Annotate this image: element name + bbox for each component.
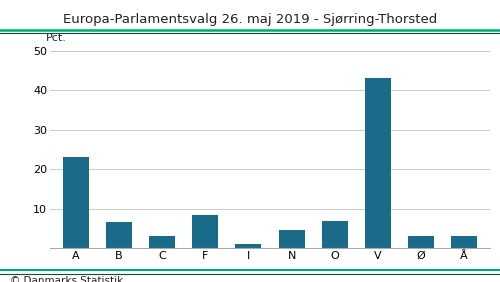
Bar [451, 236, 477, 248]
Bar [365, 78, 391, 248]
Bar [278, 230, 304, 248]
Bar [63, 157, 89, 248]
Text: Europa-Parlamentsvalg 26. maj 2019 - Sjørring-Thorsted: Europa-Parlamentsvalg 26. maj 2019 - Sjø… [63, 13, 437, 26]
Bar [149, 236, 175, 248]
Text: Pct.: Pct. [46, 33, 66, 43]
Bar [192, 215, 218, 248]
Bar [408, 236, 434, 248]
Bar [106, 222, 132, 248]
Text: © Danmarks Statistik: © Danmarks Statistik [10, 276, 123, 282]
Bar [236, 244, 262, 248]
Bar [322, 221, 347, 248]
